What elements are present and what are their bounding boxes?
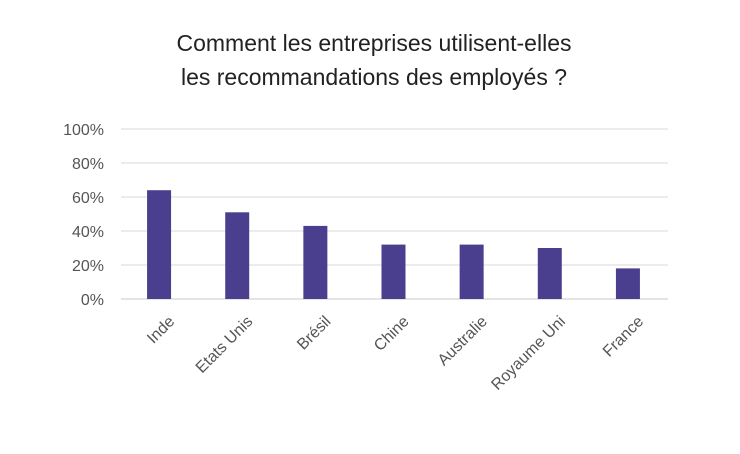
y-axis-ticks: 0% 20% 40% 60% 80% 100% [63, 122, 104, 309]
bar-br-sil [303, 225, 328, 299]
bar-chine [381, 244, 406, 299]
bar-royaume-uni [537, 248, 562, 299]
bar-inde [147, 190, 172, 299]
x-tick-label: Etats Unis [193, 313, 257, 377]
x-tick-label: France [600, 313, 647, 360]
y-tick-label: 0% [81, 292, 104, 309]
x-tick-label: Inde [144, 313, 178, 347]
x-tick-label: Royaume Uni [488, 313, 569, 394]
y-tick-label: 80% [72, 156, 104, 173]
chart-title-line-1: Comment les entreprises utilisent-elles [177, 30, 572, 56]
bar-etats-unis [225, 212, 250, 299]
bar-australie [459, 244, 484, 299]
x-axis-labels: Inde Etats Unis Brésil Chine AustralieRoyaum… [144, 313, 647, 394]
chart-title-line-2: les recommandations des employés ? [181, 64, 567, 90]
chart-title: Comment les entreprises utilisent-elles … [177, 30, 572, 90]
y-tick-label: 100% [63, 122, 104, 139]
bars [147, 190, 640, 299]
x-tick-label: Australie [435, 313, 491, 369]
bar-france [615, 268, 640, 299]
x-tick-label: Brésil [294, 313, 334, 353]
gridlines [121, 128, 668, 300]
y-tick-label: 40% [72, 224, 104, 241]
x-tick-label: Chine [371, 313, 413, 355]
y-tick-label: 60% [72, 190, 104, 207]
y-tick-label: 20% [72, 258, 104, 275]
